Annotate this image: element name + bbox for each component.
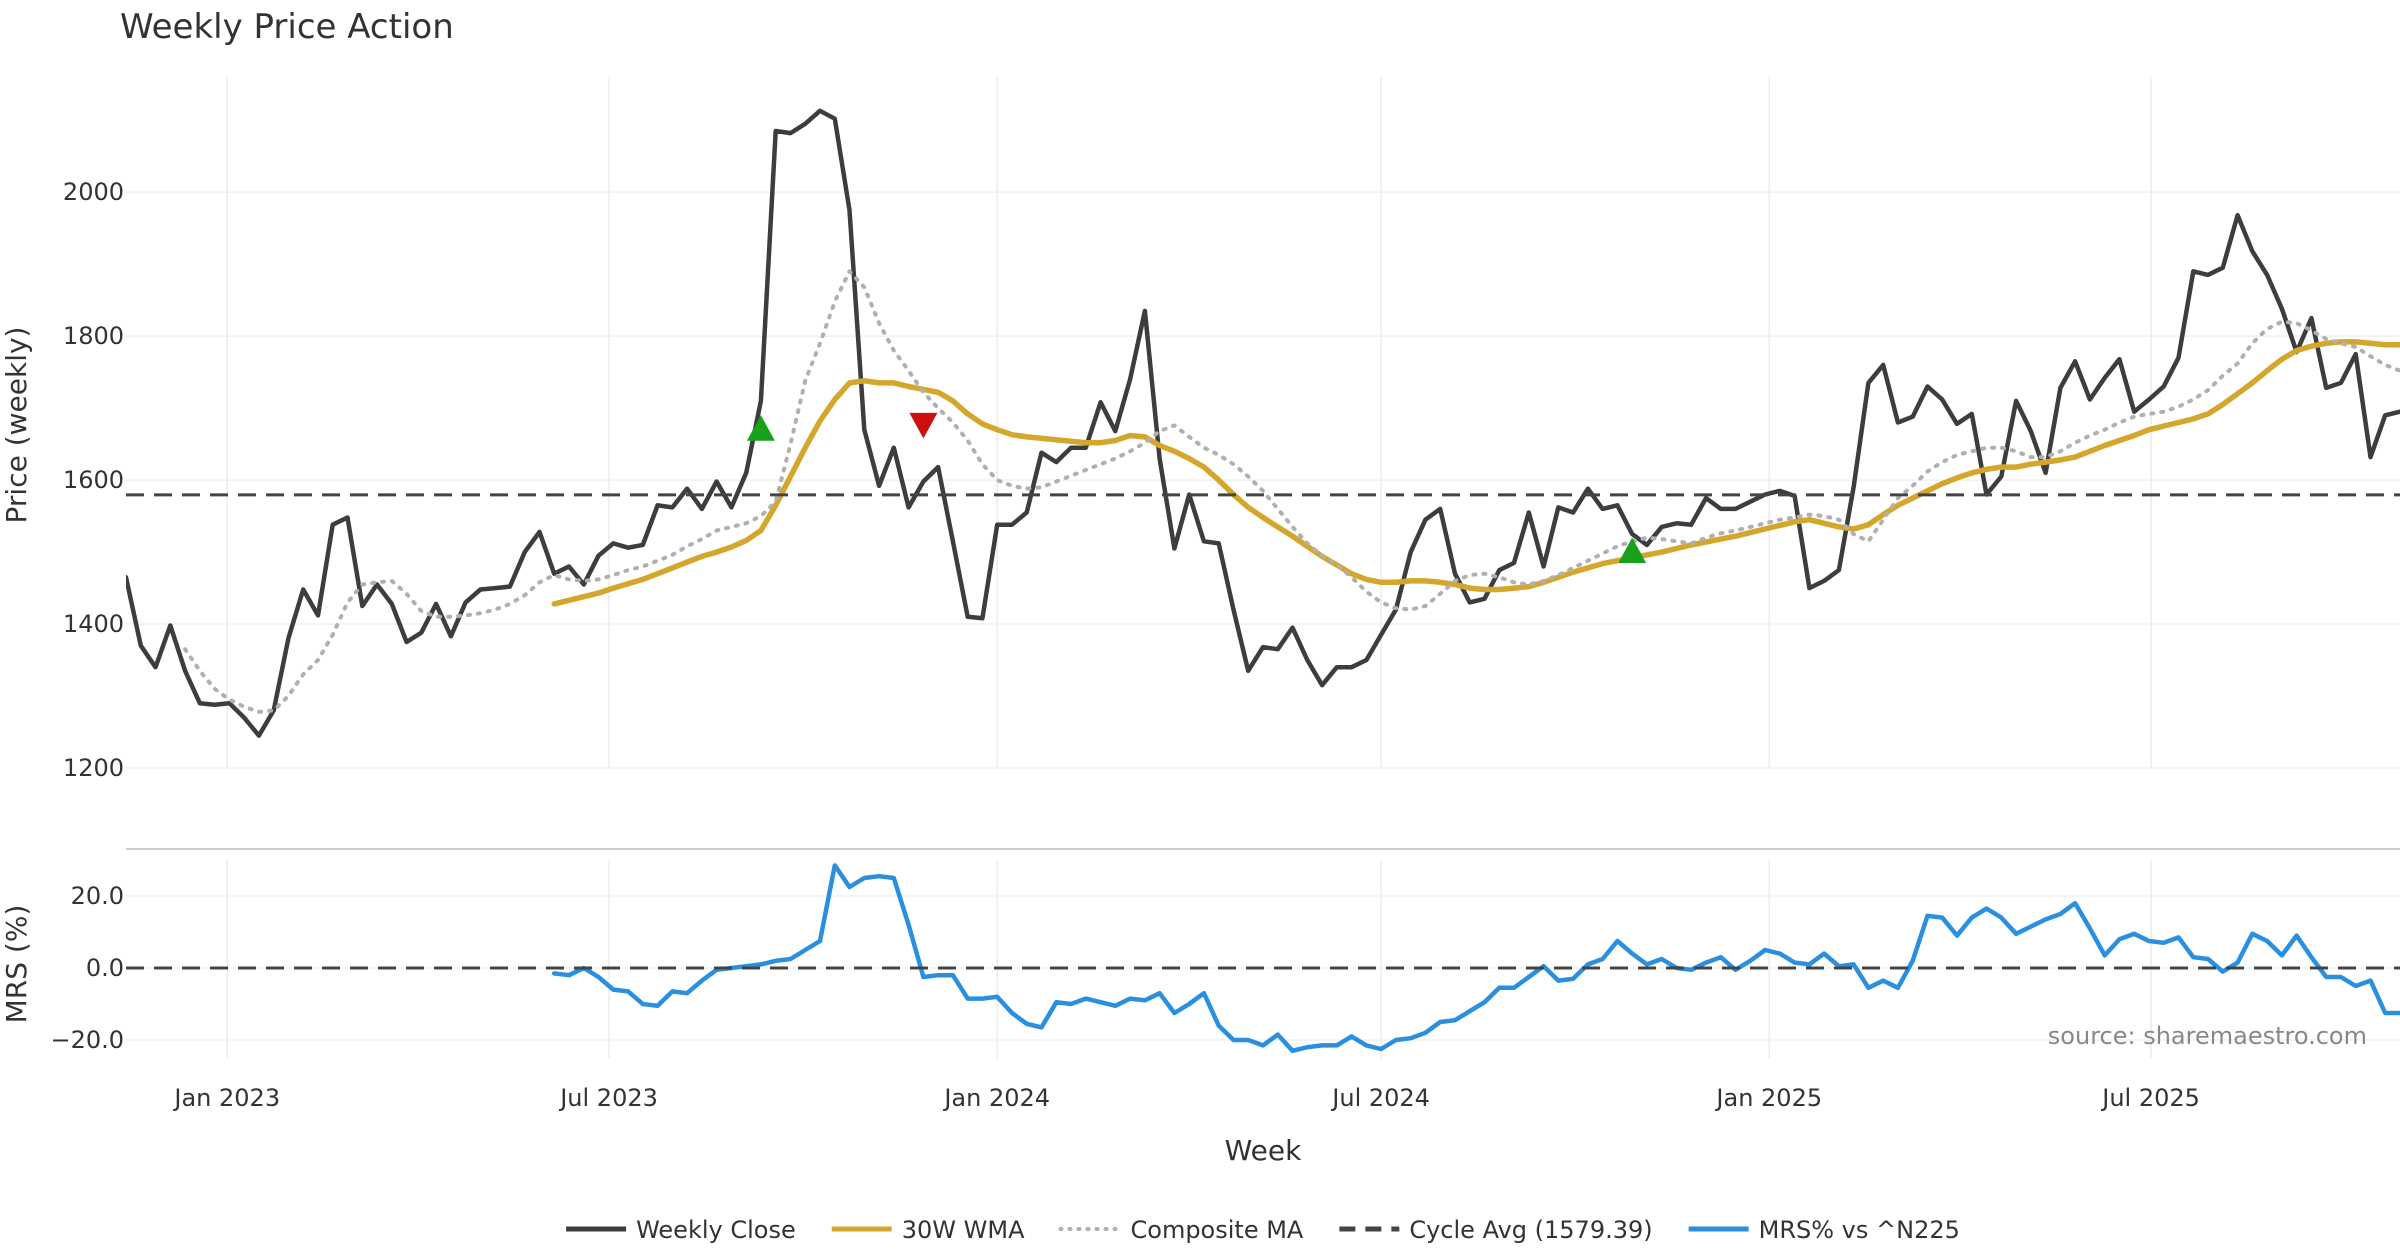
x-tick-label: Jan 2024 (942, 1084, 1050, 1112)
x-axis-title: Week (1225, 1134, 1302, 1167)
x-tick-label: Jan 2025 (1714, 1084, 1822, 1112)
signal-markers (746, 412, 1647, 564)
price-tick-label: 1400 (63, 610, 124, 638)
legend-label: Weekly Close (636, 1216, 796, 1244)
grid-layer (126, 77, 2400, 1058)
chart-title: Weekly Price Action (120, 7, 454, 47)
legend-item-composite-ma: Composite MA (1058, 1216, 1304, 1244)
series-line-weekly-close (126, 108, 2400, 738)
price-axis-title: Price (weekly) (0, 327, 33, 524)
sell-signal-marker (909, 412, 938, 439)
series-line-mrs-vs-n225 (551, 863, 2400, 1054)
legend-item-30w-wma: 30W WMA (831, 1216, 1025, 1244)
axes-layer: Jan 2023 Jul 2023 Jan 2024 Jul 2024 Jan 2025… (50, 178, 2199, 1112)
legend-item-mrs-vs-n225: MRS% vs ^N225 (1688, 1216, 1960, 1244)
series-line-composite-ma (183, 269, 2400, 714)
x-tick-label: Jul 2023 (558, 1084, 658, 1112)
price-tick-label: 1200 (63, 754, 124, 782)
x-tick-label: Jan 2023 (172, 1084, 280, 1112)
legend: Weekly Close 30W WMA Composite MA Cycle Avg… (566, 1216, 1960, 1244)
mrs-axis-title: MRS (%) (0, 905, 33, 1024)
source-annotation: source: sharemaestro.com (2048, 1022, 2367, 1050)
x-tick-label: Jul 2024 (1330, 1084, 1430, 1112)
series-line-30w-wma (551, 339, 2400, 607)
legend-item-weekly-close: Weekly Close (566, 1216, 796, 1244)
legend-label: Composite MA (1131, 1216, 1304, 1244)
series-layer (126, 108, 2400, 1054)
price-tick-label: 1800 (63, 322, 124, 350)
mrs-tick-label: 0.0 (86, 954, 124, 982)
mrs-tick-label: −20.0 (50, 1026, 124, 1054)
legend-label: Cycle Avg (1579.39) (1409, 1216, 1652, 1244)
buy-signal-marker (1618, 537, 1647, 564)
legend-label: MRS% vs ^N225 (1759, 1216, 1960, 1244)
price-tick-label: 1600 (63, 466, 124, 494)
buy-signal-marker (746, 415, 775, 441)
mrs-tick-label: 20.0 (71, 882, 124, 910)
x-tick-label: Jul 2025 (2100, 1084, 2200, 1112)
price-tick-label: 2000 (63, 178, 124, 206)
legend-item-cycle-avg-1579-39: Cycle Avg (1579.39) (1339, 1216, 1653, 1244)
legend-label: 30W WMA (902, 1216, 1025, 1244)
